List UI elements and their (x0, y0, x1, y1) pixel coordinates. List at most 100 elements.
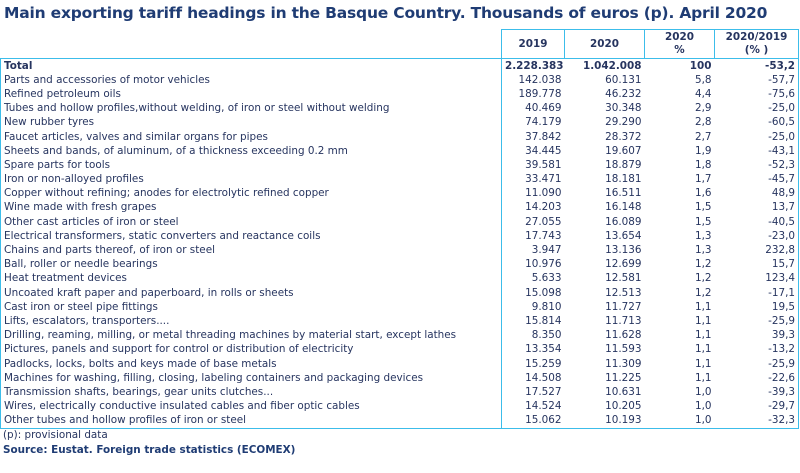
value-change: -43,1 (714, 144, 799, 159)
value-2019: 142.038 (501, 73, 565, 88)
value-2019: 9.810 (501, 300, 565, 315)
value-change: -25,0 (714, 101, 799, 116)
value-2019: 74.179 (501, 115, 565, 130)
table-row: Machines for washing, filling, closing, … (0, 371, 799, 386)
table-row: Transmission shafts, bearings, gear unit… (0, 385, 799, 400)
table-row: Cast iron or steel pipe fittings 9.810 11.… (0, 300, 799, 315)
value-2020: 11.309 (605, 357, 642, 370)
value-2020: 12.513 (605, 286, 642, 299)
value-2019: 14.203 (501, 200, 565, 216)
value-2020-pct: 1,1 (694, 314, 712, 327)
value-2019: 15.259 (501, 356, 565, 372)
value-2020-pct: 1,9 (694, 144, 712, 157)
row-label: Chains and parts thereof, of iron or ste… (0, 243, 502, 258)
exports-table: 2019 2020 2020 % 2020/2019 (% ) Total 2.… (0, 29, 799, 429)
row-label: Other tubes and hollow profiles of iron … (0, 413, 502, 429)
table-row: Copper without refining; anodes for elec… (0, 186, 799, 201)
table-row: Chains and parts thereof, of iron or ste… (0, 243, 799, 258)
value-2020-pct: 1,0 (644, 413, 715, 429)
row-label: Total (0, 58, 502, 74)
table-row: Ball, roller or needle bearings 10.976 12.… (0, 257, 799, 272)
table-row: Refined petroleum oils 189.778 46.232 4,4 -7… (0, 87, 799, 102)
row-label: Other cast articles of iron or steel (0, 215, 502, 230)
value-2019: 2.228.383 (501, 58, 565, 74)
value-2020: 16.089 (605, 215, 642, 228)
value-2020: 11.727 (605, 300, 642, 313)
table-row: Electrical transformers, static converte… (0, 229, 799, 244)
value-change: 48,9 (714, 186, 799, 201)
table-row: Drilling, reaming, milling, or metal thr… (0, 328, 799, 343)
value-2020: 30.348 (605, 102, 642, 115)
value-2020-pct: 1,2 (694, 286, 712, 299)
row-label: Faucet articles, valves and similar orga… (0, 129, 502, 145)
header-blank (0, 29, 502, 59)
table-row: Wires, electrically conductive insulated… (0, 399, 799, 414)
value-change: 13,7 (714, 200, 799, 216)
row-label: Wine made with fresh grapes (0, 200, 502, 216)
row-label: Machines for washing, filling, closing, … (0, 371, 502, 386)
header-row: 2019 2020 2020 % 2020/2019 (% ) (0, 29, 799, 59)
value-2020: 18.181 (605, 173, 642, 186)
table-row: New rubber tyres 74.179 29.290 2,8 -60,5 (0, 115, 799, 130)
value-2020: 18.879 (605, 158, 642, 171)
row-label: Copper without refining; anodes for elec… (0, 186, 502, 201)
value-2020: 11.713 (605, 314, 642, 327)
value-2020: 60.131 (605, 73, 642, 86)
value-2020: 16.511 (605, 187, 642, 200)
value-change: -25,9 (714, 356, 799, 372)
value-2020: 13.136 (605, 244, 642, 257)
row-label: Wires, electrically conductive insulated… (0, 399, 502, 414)
value-2020: 10.205 (605, 400, 642, 413)
header-2020-pct: 2020 % (644, 29, 715, 59)
row-label: Cast iron or steel pipe fittings (0, 300, 502, 315)
value-change: 15,7 (714, 257, 799, 272)
source-note: Source: Eustat. Foreign trade statistics… (3, 444, 296, 456)
row-label: Sheets and bands, of aluminum, of a thic… (0, 144, 502, 159)
table-row: Faucet articles, valves and similar orga… (0, 129, 799, 145)
value-2019: 189.778 (501, 87, 565, 102)
value-2020-pct: 2,9 (694, 102, 712, 115)
value-change: -57,7 (714, 73, 799, 88)
value-change: -25,0 (714, 129, 799, 145)
value-change: -40,5 (714, 215, 799, 230)
value-change: 39,3 (714, 328, 799, 343)
value-2020-pct: 1,6 (694, 187, 712, 200)
value-2020: 10.193 (564, 413, 645, 429)
row-label: Electrical transformers, static converte… (0, 229, 502, 244)
value-change: 19,5 (714, 300, 799, 315)
value-2019: 40.469 (501, 101, 565, 116)
table-row: Other tubes and hollow profiles of iron … (0, 413, 799, 429)
value-change: -52,3 (714, 158, 799, 173)
value-change: -29,7 (714, 399, 799, 414)
value-2020: 11.225 (605, 371, 642, 384)
value-2019: 37.842 (501, 129, 565, 145)
table-row: Uncoated kraft paper and paperboard, in … (0, 286, 799, 301)
value-change: -25,9 (714, 314, 799, 329)
value-2020-pct: 1,2 (694, 272, 712, 285)
value-2020: 1.042.008 (582, 59, 642, 72)
value-change: 232,8 (714, 243, 799, 258)
value-2019: 17.743 (501, 229, 565, 244)
value-2020: 16.148 (605, 201, 642, 214)
row-label: Heat treatment devices (0, 271, 502, 286)
value-2020: 13.654 (605, 229, 642, 242)
value-2020-pct: 1,2 (694, 258, 712, 271)
table-row: Parts and accessories of motor vehicles 1… (0, 73, 799, 88)
table-row: Lifts, escalators, transporters.... 15.81… (0, 314, 799, 329)
value-change: -60,5 (714, 115, 799, 130)
value-2020: 12.581 (605, 272, 642, 285)
value-2020-pct: 1,0 (694, 385, 712, 398)
value-2020: 11.628 (605, 329, 642, 342)
value-2019: 13.354 (501, 342, 565, 357)
header-2020: 2020 (564, 29, 645, 59)
value-change: -17,1 (714, 286, 799, 301)
table-row: Iron or non-alloyed profiles 33.471 18.181… (0, 172, 799, 187)
table-row: Tubes and hollow profiles,without weldin… (0, 101, 799, 116)
row-label: Tubes and hollow profiles,without weldin… (0, 101, 502, 116)
value-2020-pct: 1,1 (694, 343, 712, 356)
value-2020-pct: 1,5 (694, 215, 712, 228)
row-label: Spare parts for tools (0, 158, 502, 173)
footnote: (p): provisional data (3, 429, 108, 441)
value-2019: 33.471 (501, 172, 565, 187)
table-row: Heat treatment devices 5.633 12.581 1,2 123,… (0, 271, 799, 286)
